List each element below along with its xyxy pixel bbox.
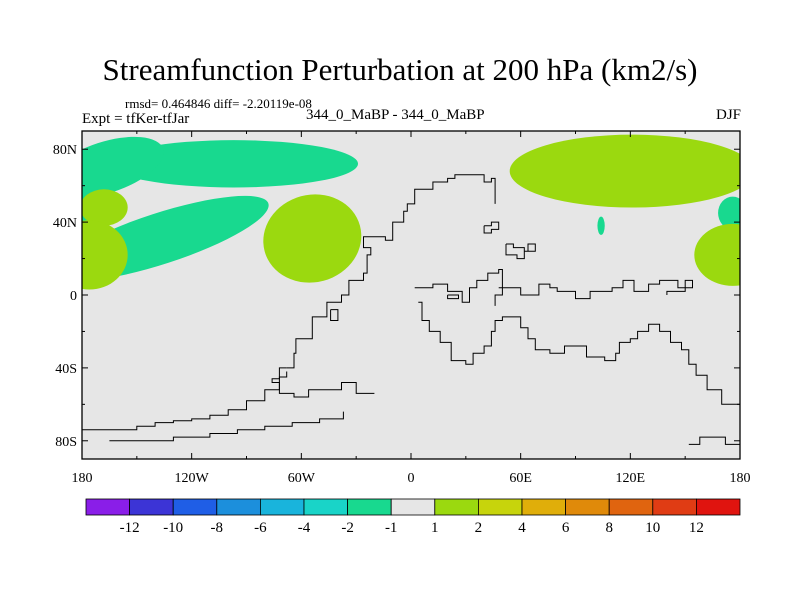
y-tick-label: 40N xyxy=(53,216,77,231)
x-tick-label: 120W xyxy=(175,471,210,486)
coastline xyxy=(271,367,375,398)
coastline xyxy=(483,221,500,234)
colorbar-box xyxy=(172,498,218,516)
colorbar-label: 1 xyxy=(431,520,439,536)
colorbar-box xyxy=(521,498,566,516)
coastline xyxy=(330,309,339,321)
y-tick-label: 0 xyxy=(70,289,77,304)
colorbar-box xyxy=(216,498,261,516)
x-tick-label: 180 xyxy=(72,471,93,486)
x-tick-label: 120E xyxy=(616,471,646,486)
coastlines xyxy=(82,174,740,445)
coastline xyxy=(286,174,496,369)
contour-blob-negative xyxy=(109,140,358,188)
colorbar-label: 12 xyxy=(689,520,704,536)
chart-title: Streamfunction Perturbation at 200 hPa (… xyxy=(102,52,698,87)
experiment-label: Expt = tfKer-tfJar xyxy=(82,111,190,127)
coastline xyxy=(688,436,740,445)
center-label: 344_0_MaBP - 344_0_MaBP xyxy=(306,107,485,123)
stats-label: rmsd= 0.464846 diff= -2.20119e-08 xyxy=(125,96,312,111)
colorbar-label: 10 xyxy=(645,520,660,536)
contour-blob-negative xyxy=(718,196,740,230)
colorbar-label: 2 xyxy=(475,520,483,536)
colorbar-label: -4 xyxy=(298,520,311,536)
colorbar-label: 4 xyxy=(518,520,526,536)
colorbar-label: 6 xyxy=(562,520,570,536)
colorbar-box xyxy=(608,498,654,516)
colorbar-box xyxy=(85,498,130,516)
y-tick-label: 80S xyxy=(55,435,77,450)
colorbar-box xyxy=(434,498,479,516)
colorbar-box xyxy=(303,498,348,516)
colorbar-box xyxy=(696,498,741,516)
season-label: DJF xyxy=(715,107,741,123)
colorbar-box xyxy=(390,498,436,516)
colorbar-label: 8 xyxy=(605,520,613,536)
coastline xyxy=(414,269,503,306)
contour-blob-negative xyxy=(597,216,605,235)
coastline xyxy=(447,294,459,300)
x-tick-label: 180 xyxy=(730,471,751,486)
x-tick-label: 60E xyxy=(509,471,532,486)
x-tick-label: 60W xyxy=(288,471,316,486)
colorbar-box xyxy=(129,498,174,516)
contour-blob-positive xyxy=(694,223,740,286)
colorbar-box xyxy=(477,498,523,516)
colorbar-label: -12 xyxy=(120,520,140,536)
colorbar-box xyxy=(565,498,610,516)
colorbar-label: -2 xyxy=(341,520,354,536)
colorbar-label: -1 xyxy=(385,520,398,536)
coastline xyxy=(82,371,288,431)
coastline xyxy=(109,411,344,442)
contour-blob-positive xyxy=(509,134,740,208)
y-tick-label: 80N xyxy=(53,143,77,158)
x-tick-label: 0 xyxy=(408,471,415,486)
colorbar: -12 -10 -8 -6 -4 -2 -1 1 2 4 6 8 10 12 xyxy=(85,498,741,536)
contour-blob-positive xyxy=(82,189,128,226)
colorbar-box xyxy=(347,498,392,516)
coastline xyxy=(498,279,693,300)
colorbar-box xyxy=(259,498,305,516)
contour-blob-positive xyxy=(82,220,128,290)
colorbar-box xyxy=(652,498,697,516)
y-tick-label: 40S xyxy=(55,362,77,377)
colorbar-label: -10 xyxy=(163,520,183,536)
contour-blob-positive xyxy=(263,194,362,283)
contour-blob-negative xyxy=(82,136,164,199)
coastline xyxy=(418,301,740,419)
contour-fills xyxy=(82,134,740,290)
colorbar-label: -8 xyxy=(211,520,224,536)
colorbar-label: -6 xyxy=(254,520,267,536)
coastline xyxy=(505,243,536,260)
axis-ticks: 180 120W 60W 0 60E 120E 180 80N 40N 0 40S 80S xyxy=(53,131,751,486)
